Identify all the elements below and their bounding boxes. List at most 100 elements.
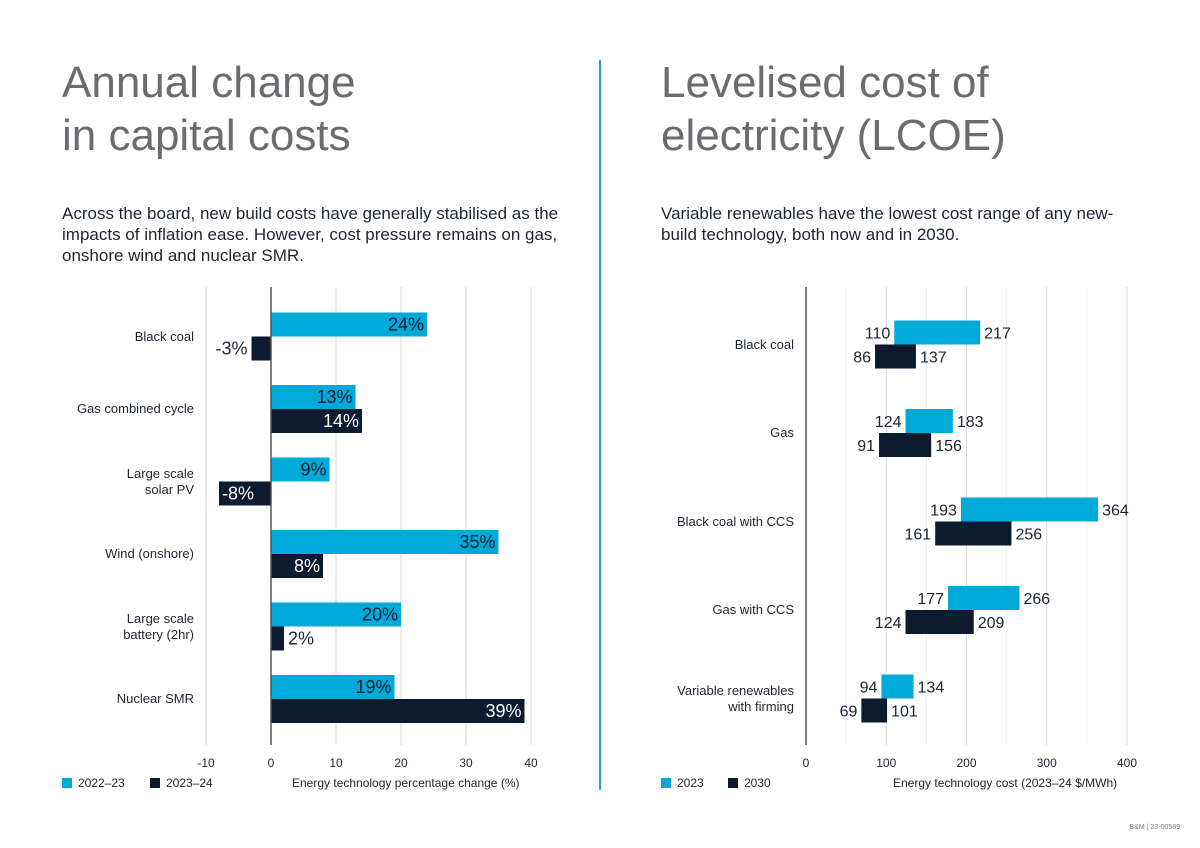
- range-high-label: 134: [918, 680, 945, 697]
- range-bar: [894, 320, 981, 345]
- x-tick-label: 20: [394, 756, 408, 770]
- legend-label-2030: 2030: [744, 776, 771, 790]
- data-label: 14%: [323, 411, 359, 431]
- data-label: 19%: [355, 677, 391, 697]
- category-label: Wind (onshore): [105, 546, 194, 561]
- data-label: -8%: [222, 484, 254, 504]
- legend-item-2022-23: 2022–23: [62, 776, 125, 790]
- x-tick-label: 10: [329, 756, 343, 770]
- panel-divider: [599, 60, 601, 790]
- bar: [271, 457, 330, 482]
- bar: [271, 409, 362, 433]
- range-bar: [881, 674, 914, 699]
- range-low-label: 91: [857, 438, 875, 455]
- range-low-label: 110: [865, 326, 891, 343]
- x-tick-label: 40: [524, 756, 538, 770]
- legend-label-2023: 2023: [677, 776, 704, 790]
- bar: [271, 530, 499, 554]
- x-tick-label: 0: [803, 756, 810, 770]
- legend-item-2030: 2030: [728, 776, 771, 790]
- legend-swatch-dark: [728, 778, 738, 788]
- data-label: 8%: [294, 556, 320, 576]
- bar: [271, 385, 356, 409]
- x-tick-label: -10: [197, 756, 215, 770]
- capital-cost-change-chart: -10 0 10 20 30 40 24% -3% 13% 14% 9% -8% 35% 8% 20% 2% 1…: [197, 287, 538, 770]
- range-low-label: 94: [860, 680, 878, 697]
- bar: [219, 481, 271, 506]
- range-bar: [879, 433, 932, 457]
- data-label: 13%: [316, 387, 352, 407]
- category-label: Large scale battery (2hr): [123, 610, 194, 642]
- legend-swatch-dark: [150, 778, 160, 788]
- range-low-label: 177: [917, 591, 944, 608]
- legend-swatch-light: [62, 778, 72, 788]
- range-bar: [935, 521, 1012, 546]
- left-x-axis-label: Energy technology percentage change (%): [292, 776, 520, 790]
- legend-item-2023: 2023: [661, 776, 704, 790]
- x-tick-label: 300: [1037, 756, 1057, 770]
- bar: [271, 554, 323, 578]
- range-low-label: 161: [904, 527, 931, 544]
- category-label: Black coal: [134, 328, 194, 344]
- range-bar: [905, 409, 953, 433]
- x-tick-label: 200: [956, 756, 976, 770]
- range-high-label: 137: [920, 350, 947, 367]
- right-chart-title: Levelised cost of electricity (LCOE): [661, 56, 1161, 162]
- x-tick-label: 400: [1117, 756, 1137, 770]
- data-label: 35%: [459, 532, 495, 552]
- range-high-label: 256: [1015, 527, 1042, 544]
- range-low-label: 124: [875, 414, 902, 431]
- range-high-label: 101: [891, 704, 918, 721]
- left-chart-title: Annual change in capital costs: [62, 56, 562, 162]
- right-title-line1: Levelised cost of: [661, 58, 989, 107]
- data-label: 9%: [300, 460, 326, 480]
- bar: [271, 312, 427, 337]
- range-bar: [905, 610, 974, 634]
- left-title-line1: Annual change: [62, 58, 356, 107]
- data-label: 2%: [288, 629, 314, 649]
- range-high-label: 156: [935, 438, 962, 455]
- category-label: Large scale solar PV: [126, 465, 194, 497]
- bar: [271, 626, 284, 651]
- category-label: Variable renewables with firming: [677, 682, 794, 714]
- legend-item-2023-24: 2023–24: [150, 776, 213, 790]
- bar: [271, 675, 395, 699]
- right-subtitle: Variable renewables have the lowest cost…: [661, 204, 1114, 244]
- x-tick-label: 100: [876, 756, 896, 770]
- legend-label-2023-24: 2023–24: [166, 776, 213, 790]
- bar: [271, 699, 525, 723]
- range-bar: [960, 497, 1099, 522]
- bar: [271, 602, 401, 627]
- left-title-line2: in capital costs: [62, 111, 351, 160]
- category-label: Gas with CCS: [712, 602, 794, 617]
- legend-label-2022-23: 2022–23: [78, 776, 125, 790]
- range-high-label: 217: [984, 326, 1011, 343]
- range-bar: [875, 344, 916, 369]
- category-label: Nuclear SMR: [116, 691, 194, 706]
- range-high-label: 364: [1102, 503, 1129, 520]
- range-bar: [948, 586, 1020, 610]
- data-label: -3%: [215, 339, 247, 359]
- range-low-label: 124: [875, 615, 902, 632]
- range-high-label: 266: [1023, 591, 1050, 608]
- range-bar: [861, 698, 888, 723]
- footer-reference: B&M | 23-00589: [1129, 824, 1180, 831]
- bar: [251, 336, 271, 361]
- data-label: 39%: [485, 701, 521, 721]
- range-low-label: 193: [930, 503, 957, 520]
- range-high-label: 209: [978, 615, 1005, 632]
- category-label: Black coal with CCS: [676, 513, 794, 529]
- category-label: Gas: [770, 425, 794, 440]
- data-label: 24%: [388, 315, 424, 335]
- x-tick-label: 0: [268, 756, 275, 770]
- data-label: 20%: [362, 605, 398, 625]
- left-subtitle: Across the board, new build costs have g…: [62, 204, 559, 265]
- range-low-label: 86: [853, 350, 871, 367]
- x-tick-label: 30: [459, 756, 473, 770]
- legend-swatch-light: [661, 778, 671, 788]
- right-title-line2: electricity (LCOE): [661, 111, 1006, 160]
- category-label: Black coal: [734, 336, 794, 352]
- range-low-label: 69: [840, 704, 858, 721]
- category-label: Gas combined cycle: [76, 401, 194, 416]
